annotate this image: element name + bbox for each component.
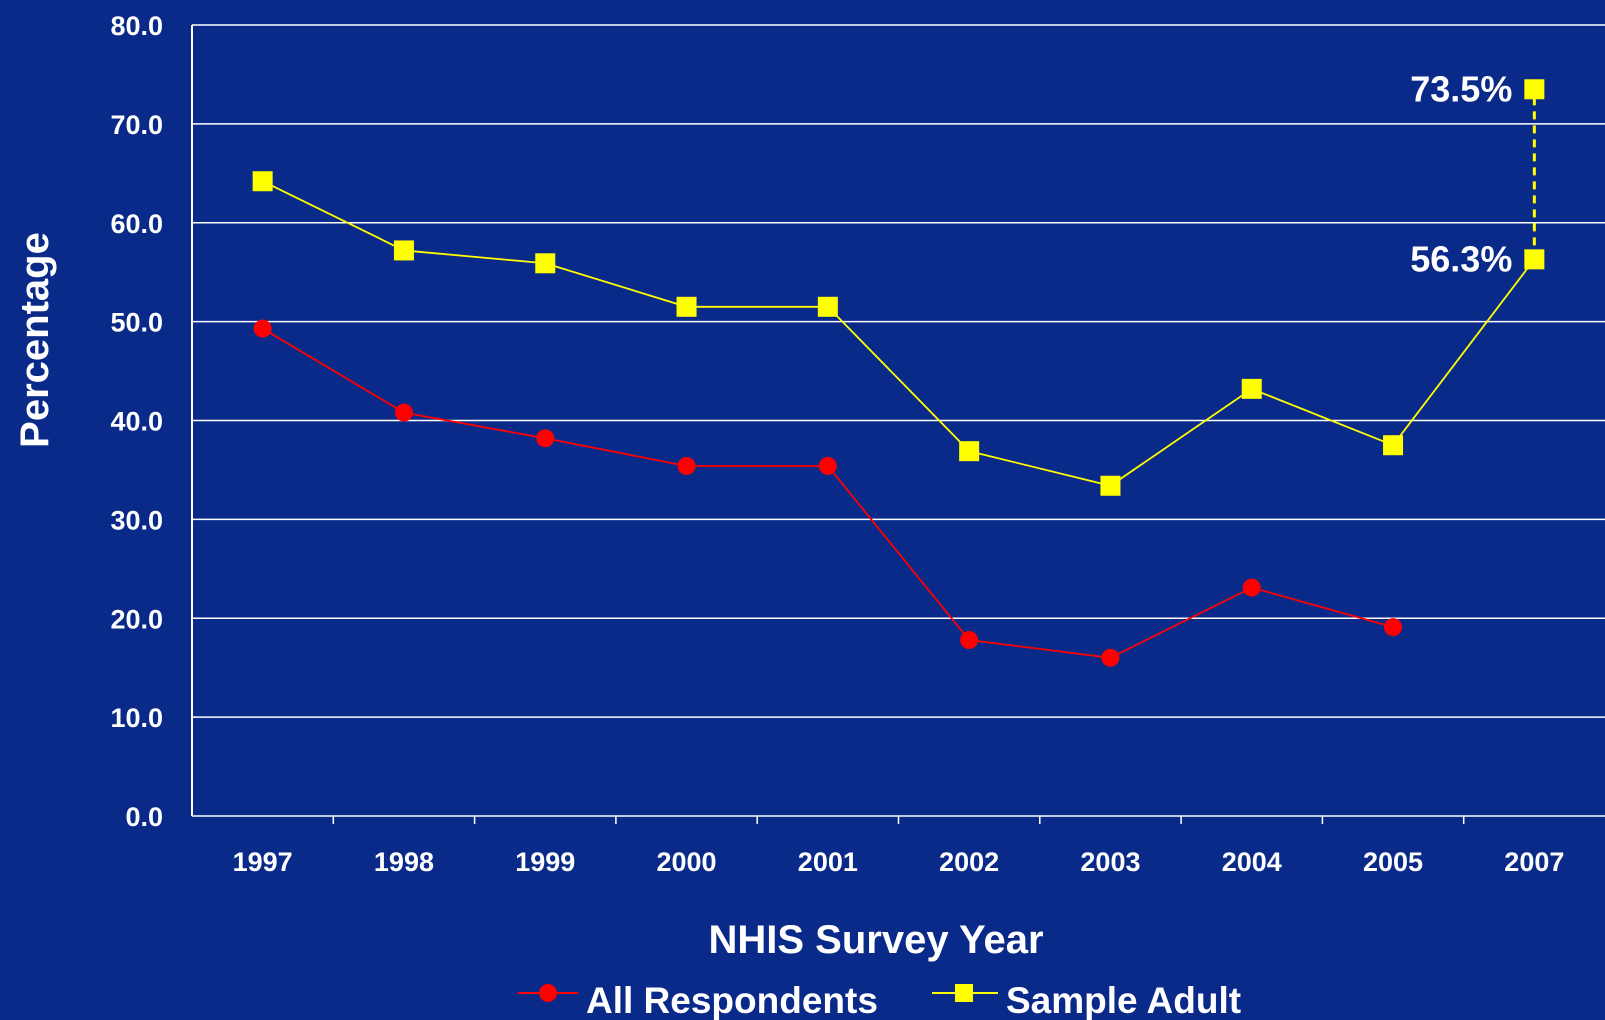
y-tick-label-0: 0.0 — [125, 802, 163, 832]
y-tick-label-6: 60.0 — [110, 209, 163, 239]
point-sample-adult-2004 — [1241, 378, 1262, 399]
extra-point-sample-adult-2007 — [1524, 79, 1545, 100]
x-tick-label-2005: 2005 — [1363, 847, 1423, 877]
point-all-respondents-2000 — [677, 456, 696, 475]
point-sample-adult-1997 — [252, 171, 273, 192]
x-tick-label-2004: 2004 — [1222, 847, 1282, 877]
legend-item-all-respondents: All Respondents — [518, 980, 878, 1020]
x-tick-label-2002: 2002 — [939, 847, 999, 877]
point-all-respondents-1998 — [394, 403, 413, 422]
y-axis-title: Percentage — [13, 232, 57, 448]
point-all-respondents-2003 — [1101, 648, 1120, 667]
y-tick-label-1: 10.0 — [110, 703, 163, 733]
point-all-respondents-2004 — [1242, 578, 1261, 597]
series-line-sample-adult — [262, 180, 1536, 487]
annotation-label-1: 56.3% — [1410, 238, 1512, 279]
point-sample-adult-2002 — [959, 441, 980, 462]
y-tick-label-8: 80.0 — [110, 11, 163, 41]
x-tick-label-1999: 1999 — [515, 847, 575, 877]
y-tick-label-7: 70.0 — [110, 110, 163, 140]
point-all-respondents-2002 — [960, 631, 979, 650]
legend-label-sample-adult: Sample Adult — [1006, 980, 1241, 1020]
point-sample-adult-1998 — [393, 240, 414, 261]
legend-item-sample-adult: Sample Adult — [932, 980, 1241, 1020]
point-all-respondents-2005 — [1384, 618, 1403, 637]
point-sample-adult-2005 — [1383, 435, 1404, 456]
legend-label-all-respondents: All Respondents — [586, 980, 878, 1020]
legend-marker-all-respondents — [539, 984, 557, 1002]
x-tick-label-2000: 2000 — [657, 847, 717, 877]
annotation-layer: 73.5% 56.3% — [1410, 68, 1512, 279]
grid-layer — [192, 24, 1605, 817]
annotation-label-0: 73.5% — [1410, 68, 1512, 109]
series-layer — [252, 79, 1545, 667]
point-sample-adult-2000 — [676, 296, 697, 317]
x-tick-label-2003: 2003 — [1080, 847, 1140, 877]
point-sample-adult-2003 — [1100, 475, 1121, 496]
point-all-respondents-1997 — [253, 319, 272, 338]
x-axis-title: NHIS Survey Year — [708, 918, 1043, 962]
x-tick-label-1998: 1998 — [374, 847, 434, 877]
series-line-all-respondents — [262, 327, 1394, 659]
x-tick-label-2007: 2007 — [1504, 847, 1564, 877]
point-sample-adult-2001 — [817, 296, 838, 317]
y-tick-label-2: 20.0 — [110, 604, 163, 634]
point-sample-adult-1999 — [535, 253, 556, 274]
x-tick-label-2001: 2001 — [798, 847, 858, 877]
point-all-respondents-2001 — [818, 456, 837, 475]
y-tick-label-3: 30.0 — [110, 505, 163, 535]
legend: All Respondents Sample Adult — [518, 980, 1241, 1020]
axis-layer: 0.0 10.0 20.0 30.0 40.0 50.0 60.0 70.0 80.0 1997 1… — [110, 11, 1564, 877]
y-tick-label-5: 50.0 — [110, 308, 163, 338]
legend-marker-sample-adult — [955, 984, 973, 1002]
point-all-respondents-1999 — [536, 429, 555, 448]
x-tick-label-1997: 1997 — [233, 847, 293, 877]
y-tick-label-4: 40.0 — [110, 407, 163, 437]
